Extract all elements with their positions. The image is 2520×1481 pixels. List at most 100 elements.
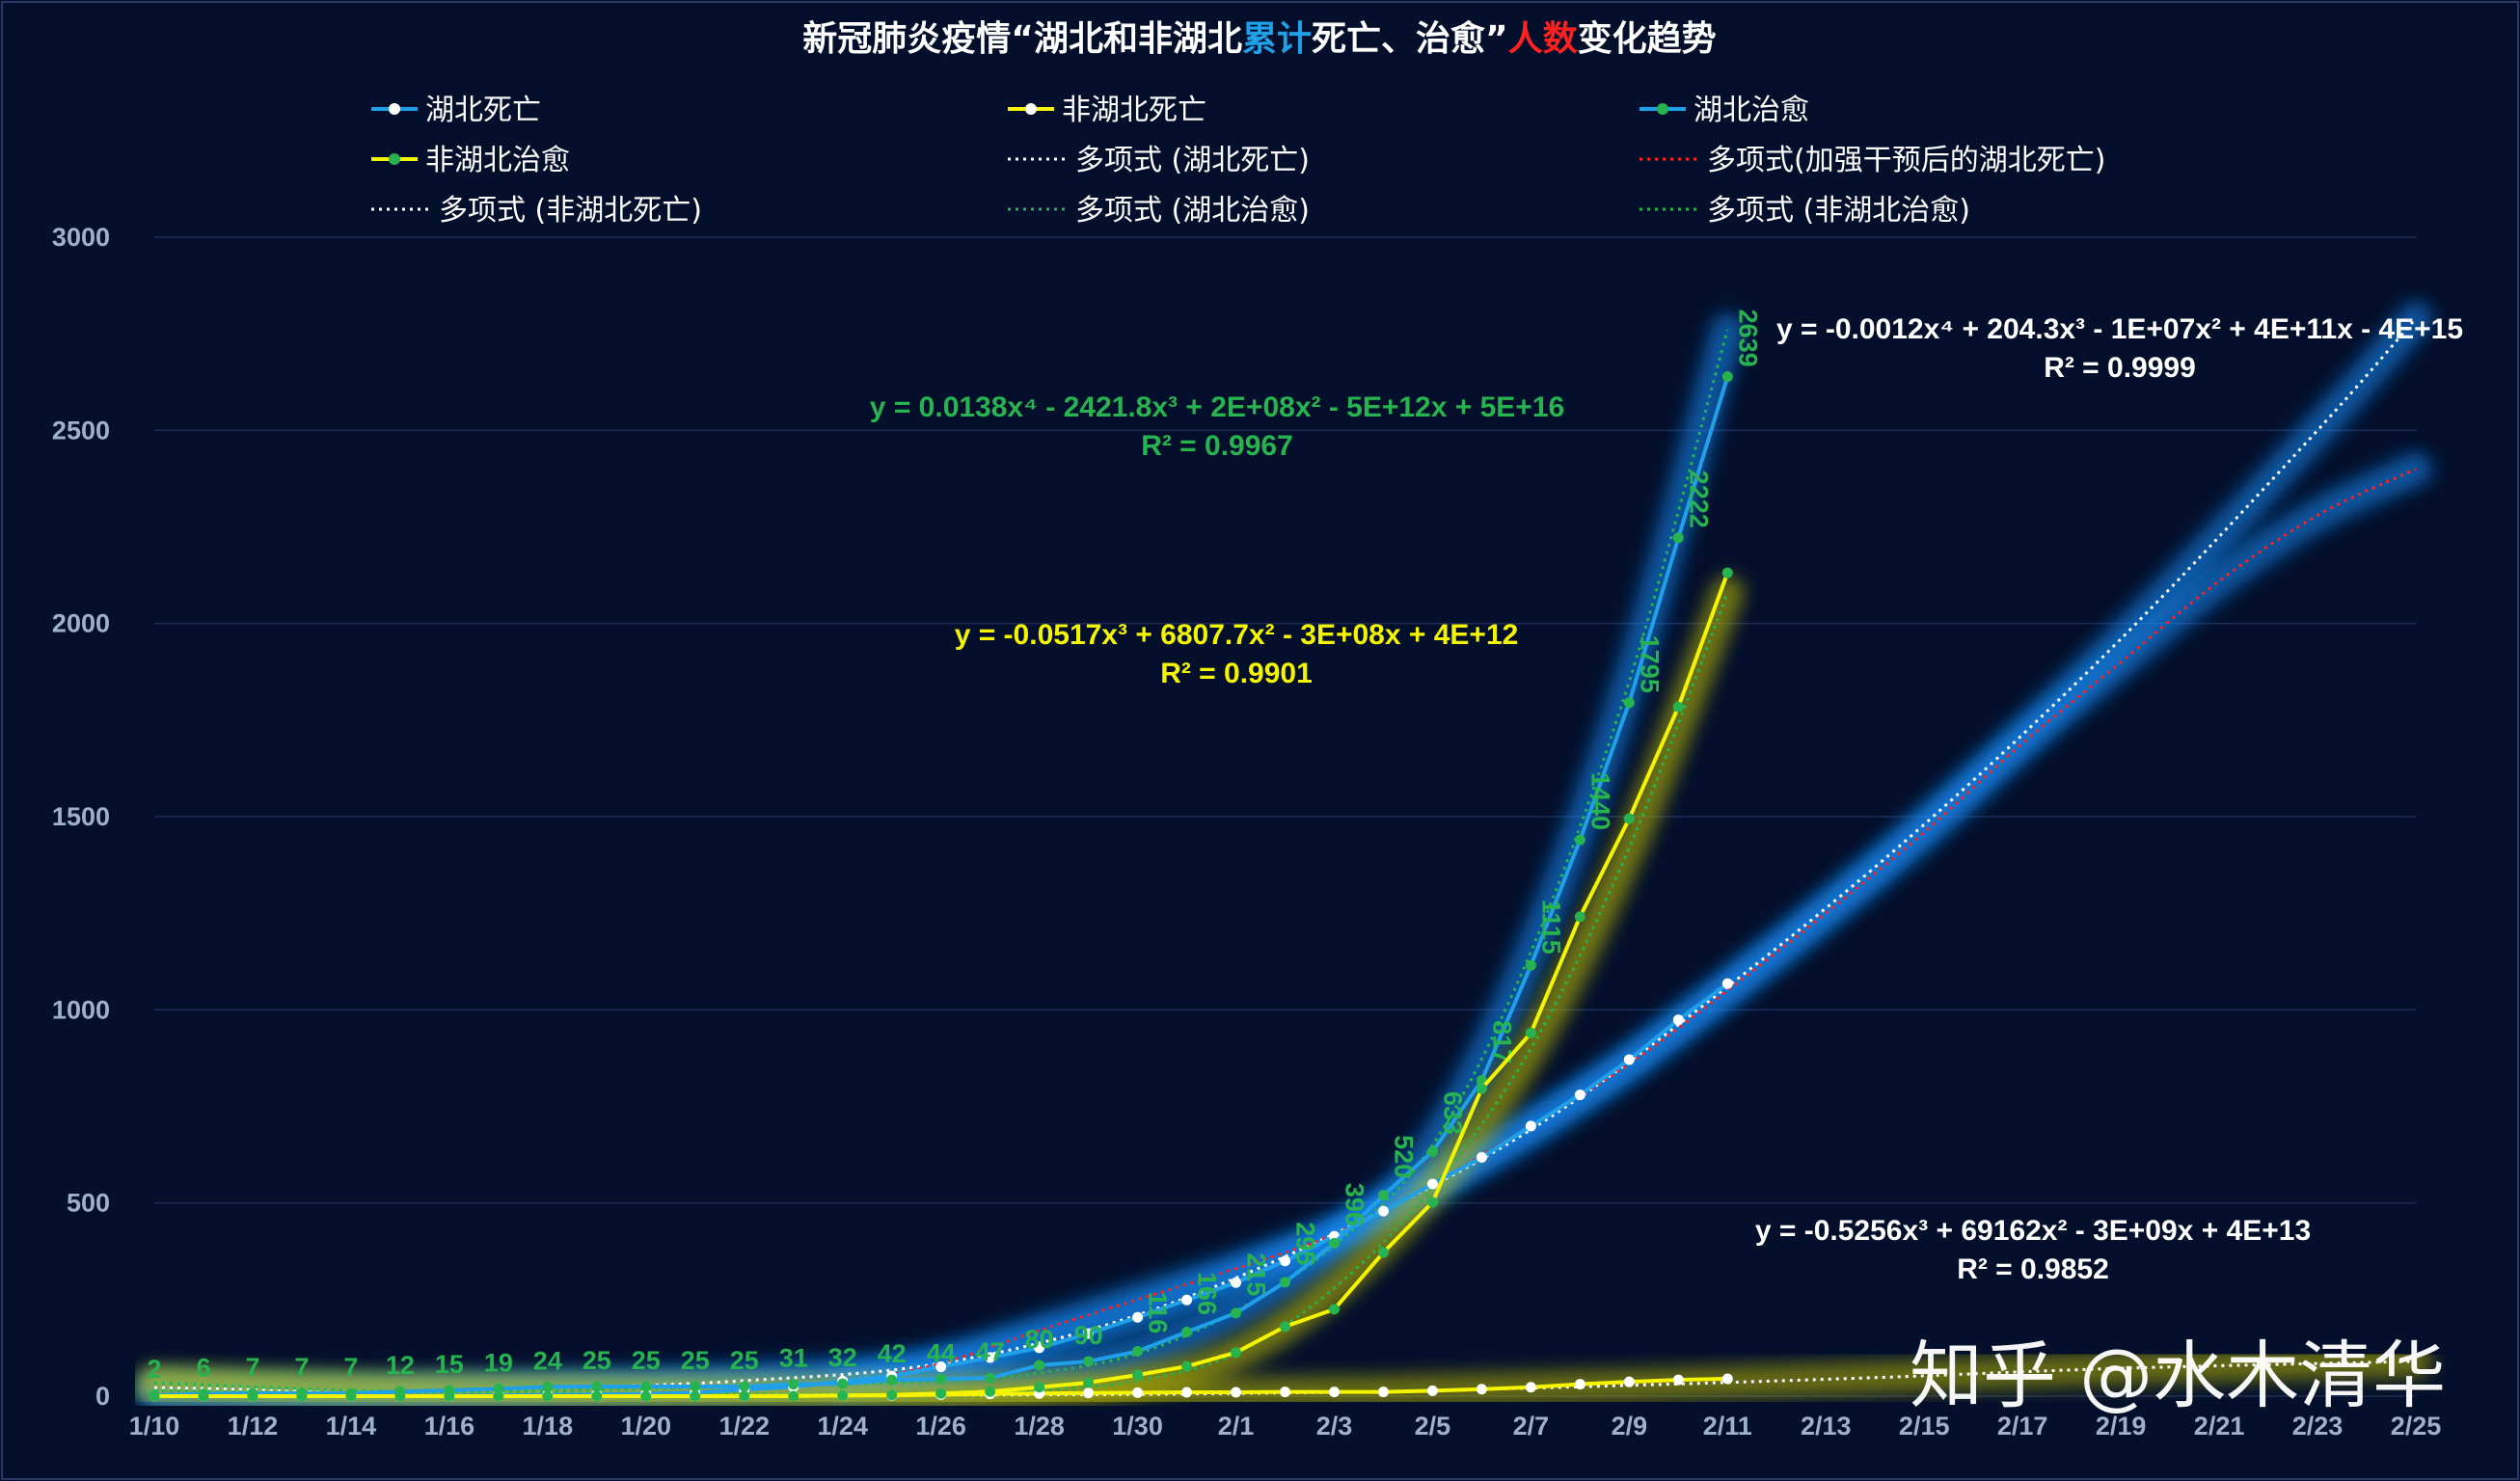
data-point (1328, 1387, 1340, 1398)
data-point (1132, 1387, 1144, 1398)
data-label: 166 (1193, 1272, 1222, 1315)
r-squared: R² = 0.9999 (2044, 352, 2196, 384)
y-tick-label: 1500 (52, 802, 110, 831)
data-point (1426, 1385, 1438, 1396)
x-tick-label: 2/11 (1703, 1412, 1752, 1441)
x-tick-label: 1/10 (129, 1412, 180, 1441)
data-point (837, 1389, 849, 1401)
data-point (739, 1381, 750, 1392)
legend-item: 多项式 (非湖北死亡) (371, 194, 702, 228)
x-tick-label: 1/24 (817, 1412, 868, 1441)
legend-item: 非湖北死亡 (1008, 94, 1206, 127)
data-point (739, 1390, 750, 1402)
chart-title-part: 死亡、治愈” (1312, 18, 1508, 59)
data-point (1721, 978, 1733, 989)
data-point (1574, 911, 1585, 923)
legend-item: 多项式 (非湖北治愈) (1639, 194, 1970, 228)
data-point (1328, 1304, 1340, 1315)
trendline-equations: y = 0.0138x⁴ - 2421.8x³ + 2E+08x² - 5E+1… (870, 313, 2463, 1285)
data-point (837, 1378, 849, 1389)
data-label: 7 (294, 1353, 309, 1382)
data-point (788, 1379, 799, 1390)
y-tick-label: 3000 (52, 223, 110, 252)
data-point (444, 1390, 455, 1402)
legend-marker (389, 153, 400, 165)
data-point (690, 1381, 701, 1392)
data-point (985, 1386, 996, 1397)
data-point (591, 1390, 603, 1402)
legend-label: 多项式 (湖北死亡) (1075, 144, 1310, 177)
legend-label: 多项式 (非湖北死亡) (439, 194, 702, 228)
trend-glow (138, 576, 1745, 1406)
data-label: 19 (484, 1348, 513, 1377)
data-point (1476, 1384, 1487, 1395)
data-label: 12 (386, 1351, 415, 1380)
data-point (1426, 1178, 1438, 1190)
data-point (1721, 371, 1733, 383)
data-point (1476, 1151, 1487, 1163)
legend-label: 非湖北治愈 (425, 144, 570, 177)
equation-text: y = -0.0517x³ + 6807.7x² - 3E+08x + 4E+1… (955, 619, 1519, 651)
series-line (153, 376, 1730, 1398)
grid (154, 236, 2416, 1397)
legend-label: 多项式 (非湖北治愈) (1707, 194, 1970, 228)
data-point (1377, 1205, 1389, 1217)
data-point (1623, 813, 1635, 824)
x-tick-label: 1/12 (228, 1412, 279, 1441)
data-point (1721, 567, 1733, 579)
data-point (1377, 1387, 1389, 1398)
data-label: 25 (583, 1346, 611, 1375)
data-point (1623, 1376, 1635, 1387)
data-point (1280, 1255, 1290, 1267)
legend-item: 非湖北治愈 (371, 144, 570, 177)
legend-marker (389, 103, 400, 115)
r-squared: R² = 0.9852 (1957, 1253, 2109, 1285)
data-label: 1440 (1585, 772, 1614, 830)
y-tick-label: 500 (67, 1189, 110, 1218)
trend-glow (138, 313, 1745, 1406)
legend-item: 多项式(加强干预后的湖北死亡) (1639, 144, 2105, 177)
data-point (1231, 1387, 1242, 1398)
data-point (542, 1390, 554, 1402)
legend-item: 多项式 (湖北死亡) (1008, 144, 1310, 177)
data-point (1672, 1014, 1684, 1026)
series-3 (149, 567, 1733, 1402)
data-point (1083, 1356, 1095, 1367)
data-label: 396 (1340, 1183, 1368, 1226)
legend-label: 湖北死亡 (425, 94, 541, 127)
chart-title-part: 累计 (1242, 19, 1312, 59)
data-point (1083, 1328, 1095, 1339)
data-point (1132, 1346, 1144, 1358)
data-point (247, 1390, 258, 1402)
data-point (935, 1361, 947, 1373)
data-label: 25 (632, 1346, 661, 1375)
legend-label: 湖北治愈 (1694, 94, 1809, 127)
series-layer: 2 6 7 7 7 12 15 19 24 25 25 25 25 31 32 42 44 47 80 90 116 16… (147, 310, 2418, 1402)
data-point (1181, 1360, 1193, 1372)
data-point (690, 1390, 701, 1402)
x-tick-label: 2/19 (2096, 1412, 2147, 1441)
data-point (1280, 1387, 1290, 1398)
data-point (1672, 701, 1684, 713)
chart-title-part: 新冠肺炎疫情“湖北和非湖北 (802, 19, 1242, 59)
watermark: 知乎 @水木清华 (1910, 1333, 2446, 1418)
x-tick-label: 2/17 (1997, 1412, 2048, 1441)
data-point (886, 1389, 898, 1401)
data-label: 31 (779, 1344, 808, 1373)
data-point (1574, 1379, 1585, 1390)
x-tick-label: 1/18 (523, 1412, 574, 1441)
x-tick-label: 2/23 (2292, 1412, 2344, 1441)
legend-label: 多项式 (湖北治愈) (1075, 194, 1310, 228)
x-tick-label: 1/26 (915, 1412, 966, 1441)
data-label: 15 (435, 1350, 464, 1379)
data-point (394, 1390, 406, 1402)
data-point (1525, 1382, 1536, 1393)
x-axis: 1/10 1/12 1/14 1/16 1/18 1/20 1/22 1/24 1/26 1/28… (129, 1412, 2442, 1441)
y-axis: 0 500 1000 1500 2000 2500 3000 (52, 223, 110, 1411)
data-label: 2639 (1733, 310, 1762, 367)
data-point (1280, 1321, 1290, 1333)
legend-item: 多项式 (湖北治愈) (1008, 194, 1310, 228)
r-squared: R² = 0.9901 (1160, 658, 1313, 689)
trendline-5 (842, 468, 2417, 1387)
data-label: 42 (878, 1339, 907, 1368)
